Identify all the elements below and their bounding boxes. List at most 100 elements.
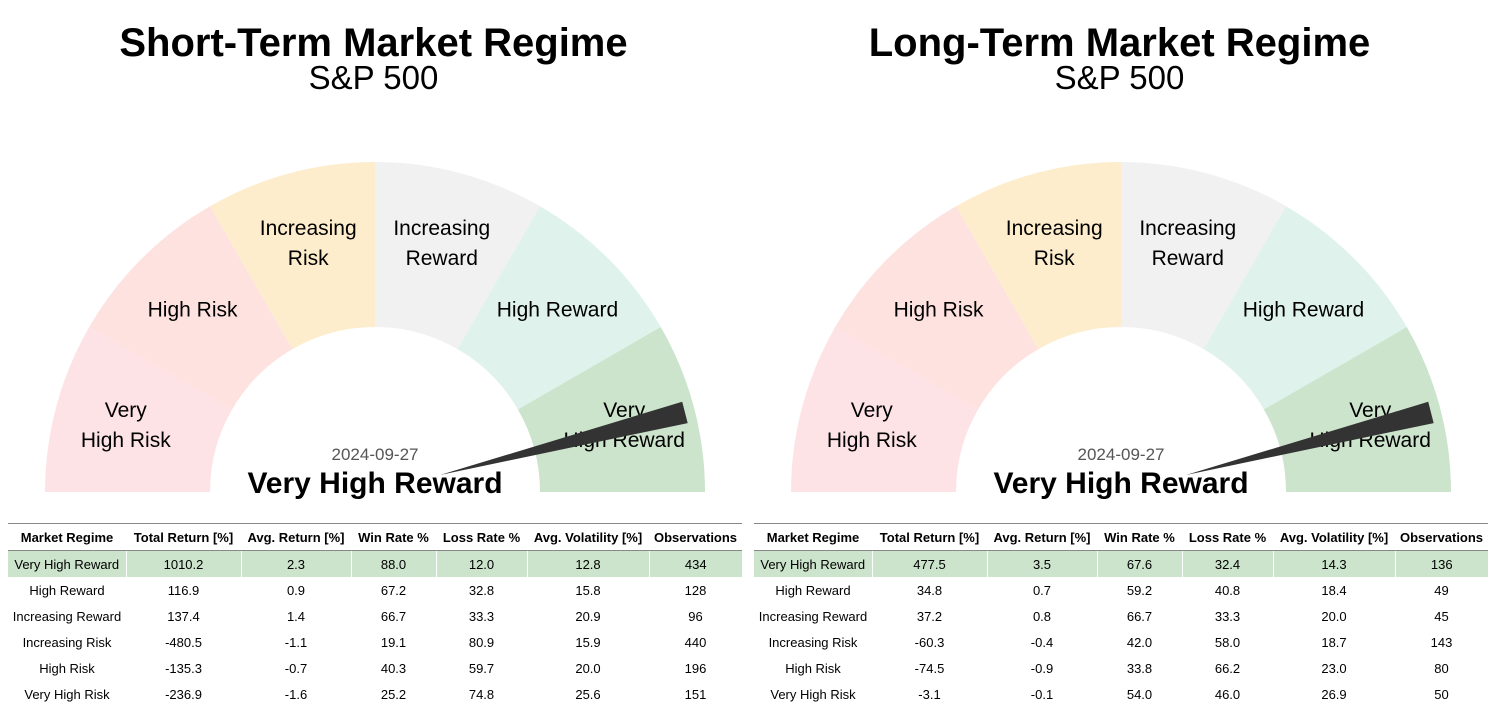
gauge-date: 2024-09-27 <box>1078 445 1165 464</box>
table-header-row: Market Regime Total Return [%] Avg. Return… <box>754 523 1488 551</box>
table-header-cell: Win Rate % <box>351 523 436 551</box>
table-cell: 66.2 <box>1214 660 1241 676</box>
table-cell: 19.1 <box>380 634 407 650</box>
table-cell: -1.1 <box>284 634 308 650</box>
table-cell: High Risk <box>785 660 841 676</box>
current-regime-label: Very High Reward <box>993 467 1248 500</box>
gauge-segment-label: Very High Risk <box>81 399 171 452</box>
gauge-segment-label: Increasing Risk <box>1006 217 1103 270</box>
table-cell: -74.5 <box>914 660 945 676</box>
gauge-chart: Very High Risk High Risk Increasing Risk Incr… <box>45 162 705 500</box>
table-cell: 128 <box>684 582 707 598</box>
table-cell: -0.1 <box>1030 686 1054 702</box>
gauge-segment-increasing-reward <box>1121 162 1286 350</box>
table-cell: 116.9 <box>167 582 200 598</box>
table-cell: 0.7 <box>1032 582 1052 598</box>
gauge-segment-label: Very High Risk <box>827 399 917 452</box>
gauge-chart: Very High Risk High Risk Increasing Risk Incr… <box>791 162 1451 500</box>
gauge-segment-increasing-risk <box>956 162 1121 350</box>
table-cell: -0.9 <box>1030 660 1054 676</box>
table-header-cell: Loss Rate % <box>436 523 527 551</box>
table-cell: 80.9 <box>468 634 495 650</box>
table-cell: 136 <box>1395 550 1488 577</box>
table-cell: 1.4 <box>286 608 306 624</box>
table-cell: 20.9 <box>575 608 601 624</box>
gauge-needle <box>440 401 688 475</box>
current-regime-label: Very High Reward <box>247 467 502 500</box>
table-cell: 477.5 <box>872 550 988 577</box>
table-cell: 151 <box>684 686 707 702</box>
table-row: Increasing Risk -480.5 -1.1 19.1 80.9 15.9 440 <box>8 629 742 655</box>
table-cell: 0.8 <box>1032 608 1052 624</box>
table-cell: 32.4 <box>1182 550 1274 577</box>
table-cell: 3.5 <box>987 550 1098 577</box>
table-cell: -0.4 <box>1030 634 1054 650</box>
table-cell: 80 <box>1434 660 1449 676</box>
gauge-segment-increasing-reward <box>375 162 540 350</box>
gauge-segment-increasing-risk <box>210 162 375 350</box>
gauge-segment-label: Increasing Reward <box>1139 217 1236 270</box>
table-cell: 23.0 <box>1321 660 1347 676</box>
regime-stats-table: Market Regime Total Return [%] Avg. Return… <box>754 523 1488 707</box>
table-header-cell: Market Regime <box>754 523 872 551</box>
table-row: High Risk -135.3 -0.7 40.3 59.7 20.0 196 <box>8 655 742 681</box>
chart-title: Long-Term Market Regime <box>868 21 1371 65</box>
table-row: Very High Risk -3.1 -0.1 54.0 46.0 26.9 50 <box>754 681 1488 707</box>
table-cell: 18.4 <box>1321 582 1347 598</box>
table-header-cell: Total Return [%] <box>126 523 241 551</box>
table-cell: 196 <box>684 660 707 676</box>
table-cell: 45 <box>1434 608 1449 624</box>
gauge-segment-label: Increasing Reward <box>393 217 490 270</box>
table-header-cell: Win Rate % <box>1097 523 1182 551</box>
gauge-segment-label: High Reward <box>497 299 618 322</box>
table-cell: 20.0 <box>1321 608 1347 624</box>
table-cell: 66.7 <box>1126 608 1153 624</box>
table-cell: 15.9 <box>575 634 601 650</box>
table-cell: 26.9 <box>1321 686 1347 702</box>
gauge-needle <box>1186 401 1434 475</box>
table-cell: -236.9 <box>165 686 202 702</box>
gauge-segment-very-high-risk <box>791 327 979 492</box>
table-cell: High Risk <box>39 660 95 676</box>
gauge-segment-high-reward <box>457 206 661 410</box>
table-header-cell: Avg. Volatility [%] <box>527 523 649 551</box>
table-cell: 33.3 <box>1214 608 1241 624</box>
table-cell: 20.0 <box>575 660 601 676</box>
table-cell: 59.7 <box>468 660 495 676</box>
table-cell: 33.8 <box>1126 660 1153 676</box>
gauge-segment-high-risk <box>89 206 293 410</box>
table-cell: Increasing Risk <box>22 634 112 650</box>
table-cell: 50 <box>1434 686 1449 702</box>
table-cell: 42.0 <box>1126 634 1153 650</box>
table-row: Very High Reward 1010.2 2.3 88.0 12.0 12.8 434 <box>8 550 742 577</box>
table-cell: 0.9 <box>286 582 306 598</box>
table-cell: 40.8 <box>1214 582 1241 598</box>
table-row: Very High Reward 477.5 3.5 67.6 32.4 14.3 136 <box>754 550 1488 577</box>
gauge-segment-high-reward <box>1203 206 1407 410</box>
table-cell: 25.2 <box>380 686 407 702</box>
table-cell: 67.2 <box>380 582 407 598</box>
table-cell: 34.8 <box>916 582 943 598</box>
table-cell: Very High Reward <box>754 550 873 577</box>
table-header-cell: Avg. Return [%] <box>987 523 1097 551</box>
chart-title: Short-Term Market Regime <box>119 21 628 65</box>
table-cell: 59.2 <box>1126 582 1153 598</box>
table-row: Increasing Reward 37.2 0.8 66.7 33.3 20.0 45 <box>754 603 1488 629</box>
table-cell: 12.8 <box>527 550 650 577</box>
table-cell: 67.6 <box>1097 550 1183 577</box>
table-cell: 137.4 <box>167 608 200 624</box>
table-cell: -60.3 <box>914 634 945 650</box>
table-header-cell: Loss Rate % <box>1182 523 1273 551</box>
table-header-cell: Total Return [%] <box>872 523 987 551</box>
table-cell: Increasing Reward <box>12 608 122 624</box>
table-row: Increasing Risk -60.3 -0.4 42.0 58.0 18.7 143 <box>754 629 1488 655</box>
table-cell: 66.7 <box>380 608 407 624</box>
table-cell: 2.3 <box>241 550 352 577</box>
gauge-segment-very-high-reward <box>1263 327 1451 492</box>
long-term-panel: Long-Term Market Regime S&P 500 Very High… <box>746 0 1493 709</box>
table-header-cell: Observations <box>1395 523 1488 551</box>
table-row: Very High Risk -236.9 -1.6 25.2 74.8 25.6 151 <box>8 681 742 707</box>
gauge-segment-label: High Risk <box>148 299 238 322</box>
table-cell: 40.3 <box>380 660 407 676</box>
gauge-segment-very-high-reward <box>517 327 705 492</box>
